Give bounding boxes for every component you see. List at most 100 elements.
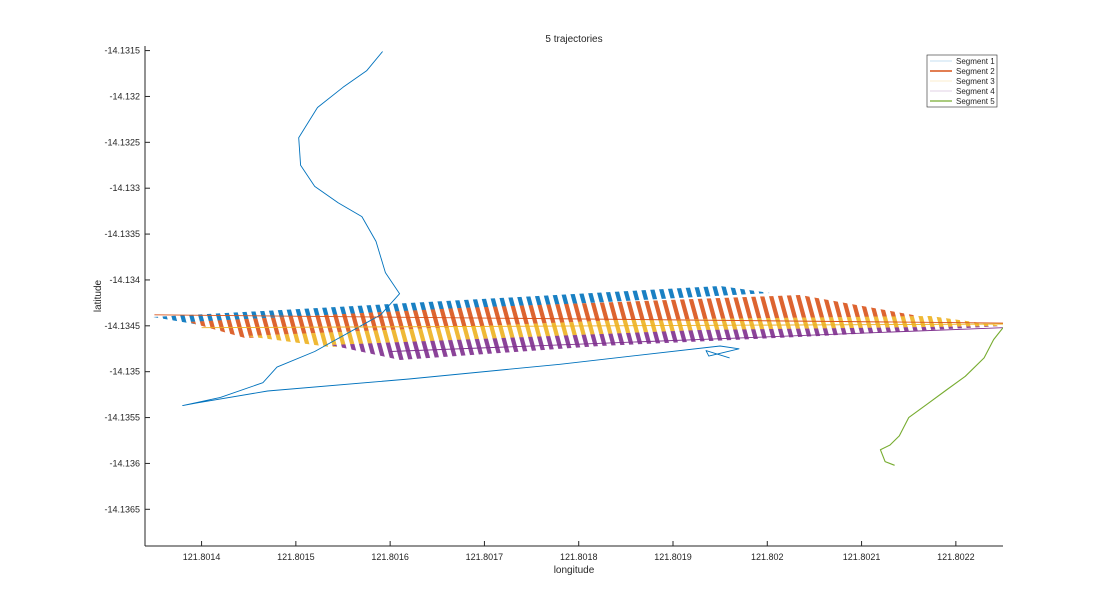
y-tick-label: -14.134 xyxy=(109,275,140,285)
band-stripe xyxy=(293,295,329,338)
band-stripe xyxy=(410,295,446,338)
band-stripe xyxy=(239,295,275,338)
band-stripe xyxy=(302,295,338,338)
chart-title: 5 trajectories xyxy=(545,34,602,45)
band-stripe xyxy=(545,316,581,347)
band-stripe xyxy=(212,295,248,338)
x-ticks: 121.8014 121.8015 121.8016 121.8017 121.8018… xyxy=(183,541,975,562)
band-stripe xyxy=(968,316,1003,347)
band-stripe xyxy=(680,286,716,325)
band-stripe xyxy=(347,295,383,338)
band-stripe xyxy=(428,295,464,338)
band-stripe xyxy=(329,295,365,338)
x-tick-label: 121.8017 xyxy=(466,552,504,562)
band-stripe xyxy=(491,316,527,347)
band-stripe xyxy=(311,295,347,338)
y-tick-label: -14.1315 xyxy=(104,46,140,56)
x-tick-label: 121.8019 xyxy=(654,552,692,562)
band-stripe xyxy=(563,316,599,347)
legend-label: Segment 1 xyxy=(956,57,995,66)
band-stripe xyxy=(194,295,230,338)
band-stripe xyxy=(689,286,725,325)
band-stripe xyxy=(905,316,941,347)
x-axis-label: longitude xyxy=(554,565,595,576)
band-stripe xyxy=(473,295,509,338)
band-stripe xyxy=(338,295,374,338)
y-tick-label: -14.1365 xyxy=(104,504,140,514)
band-stripe xyxy=(617,316,653,347)
band-stripe xyxy=(482,295,518,338)
x-tick-label: 121.8016 xyxy=(371,552,409,562)
band-stripe xyxy=(959,316,995,347)
band-stripe xyxy=(401,295,437,338)
series-line-4 xyxy=(390,327,1003,352)
band-stripe xyxy=(671,286,707,325)
band-stripe xyxy=(914,316,950,347)
y-ticks: -14.1315 -14.132 -14.1325 -14.133 -14.1335 -1… xyxy=(104,46,150,514)
band-stripe xyxy=(518,316,554,347)
band-stripe xyxy=(977,316,1003,347)
band-stripe xyxy=(572,316,608,347)
y-tick-label: -14.1335 xyxy=(104,229,140,239)
band-stripe xyxy=(626,316,662,347)
band-stripe xyxy=(374,295,410,338)
band-stripe xyxy=(644,316,680,347)
series-line-2 xyxy=(154,314,1003,324)
x-tick-label: 121.802 xyxy=(751,552,784,562)
band-stripe xyxy=(896,316,932,347)
y-tick-label: -14.1345 xyxy=(104,321,140,331)
y-tick-label: -14.136 xyxy=(109,458,140,468)
band-stripe xyxy=(707,286,743,325)
series-line-5 xyxy=(879,327,1003,466)
y-tick-label: -14.135 xyxy=(109,367,140,377)
band-stripe xyxy=(275,295,311,338)
band-stripe xyxy=(635,316,671,347)
band-stripe xyxy=(257,295,293,338)
band-stripe xyxy=(188,295,221,338)
band-stripe xyxy=(923,316,959,347)
band-stripe xyxy=(941,316,977,347)
band-stripe xyxy=(221,295,257,338)
band-stripe xyxy=(608,316,644,347)
band-stripe xyxy=(203,295,239,338)
band-stripe xyxy=(455,295,491,338)
x-tick-label: 121.8014 xyxy=(183,552,221,562)
legend-box xyxy=(926,54,998,108)
band-stripe xyxy=(869,316,905,347)
band-stripe xyxy=(464,295,500,338)
x-tick-label: 121.8018 xyxy=(560,552,598,562)
band-stripe xyxy=(887,316,923,347)
band-stripe xyxy=(230,295,266,338)
y-tick-label: -14.133 xyxy=(109,183,140,193)
band-stripe xyxy=(554,316,590,347)
band-stripe xyxy=(383,295,419,338)
band-stripe xyxy=(725,286,761,325)
y-axis-label: latitude xyxy=(93,279,104,312)
band-stripe xyxy=(590,316,626,347)
band-stripe xyxy=(878,316,914,347)
legend-label: Segment 5 xyxy=(956,97,995,106)
band-stripe xyxy=(248,295,284,338)
y-tick-label: -14.1325 xyxy=(104,137,140,147)
band-stripe xyxy=(392,295,428,338)
band-stripe xyxy=(446,295,482,338)
band-stripe xyxy=(365,295,401,338)
band-stripe xyxy=(536,316,572,347)
band-stripe xyxy=(437,295,473,338)
x-tick-label: 121.8015 xyxy=(277,552,315,562)
band-stripe xyxy=(662,316,698,347)
x-tick-label: 121.8022 xyxy=(937,552,975,562)
band-stripe xyxy=(527,316,563,347)
band-stripe xyxy=(716,286,752,325)
band-stripe xyxy=(653,316,689,347)
series-layer xyxy=(154,51,1003,466)
series-line-3 xyxy=(201,323,1003,329)
band-stripe xyxy=(581,316,617,347)
y-tick-label: -14.1355 xyxy=(104,413,140,423)
legend-label: Segment 4 xyxy=(956,87,995,96)
band-stripe xyxy=(599,316,635,347)
legend-label: Segment 2 xyxy=(956,67,995,76)
band-stripe xyxy=(320,295,356,338)
